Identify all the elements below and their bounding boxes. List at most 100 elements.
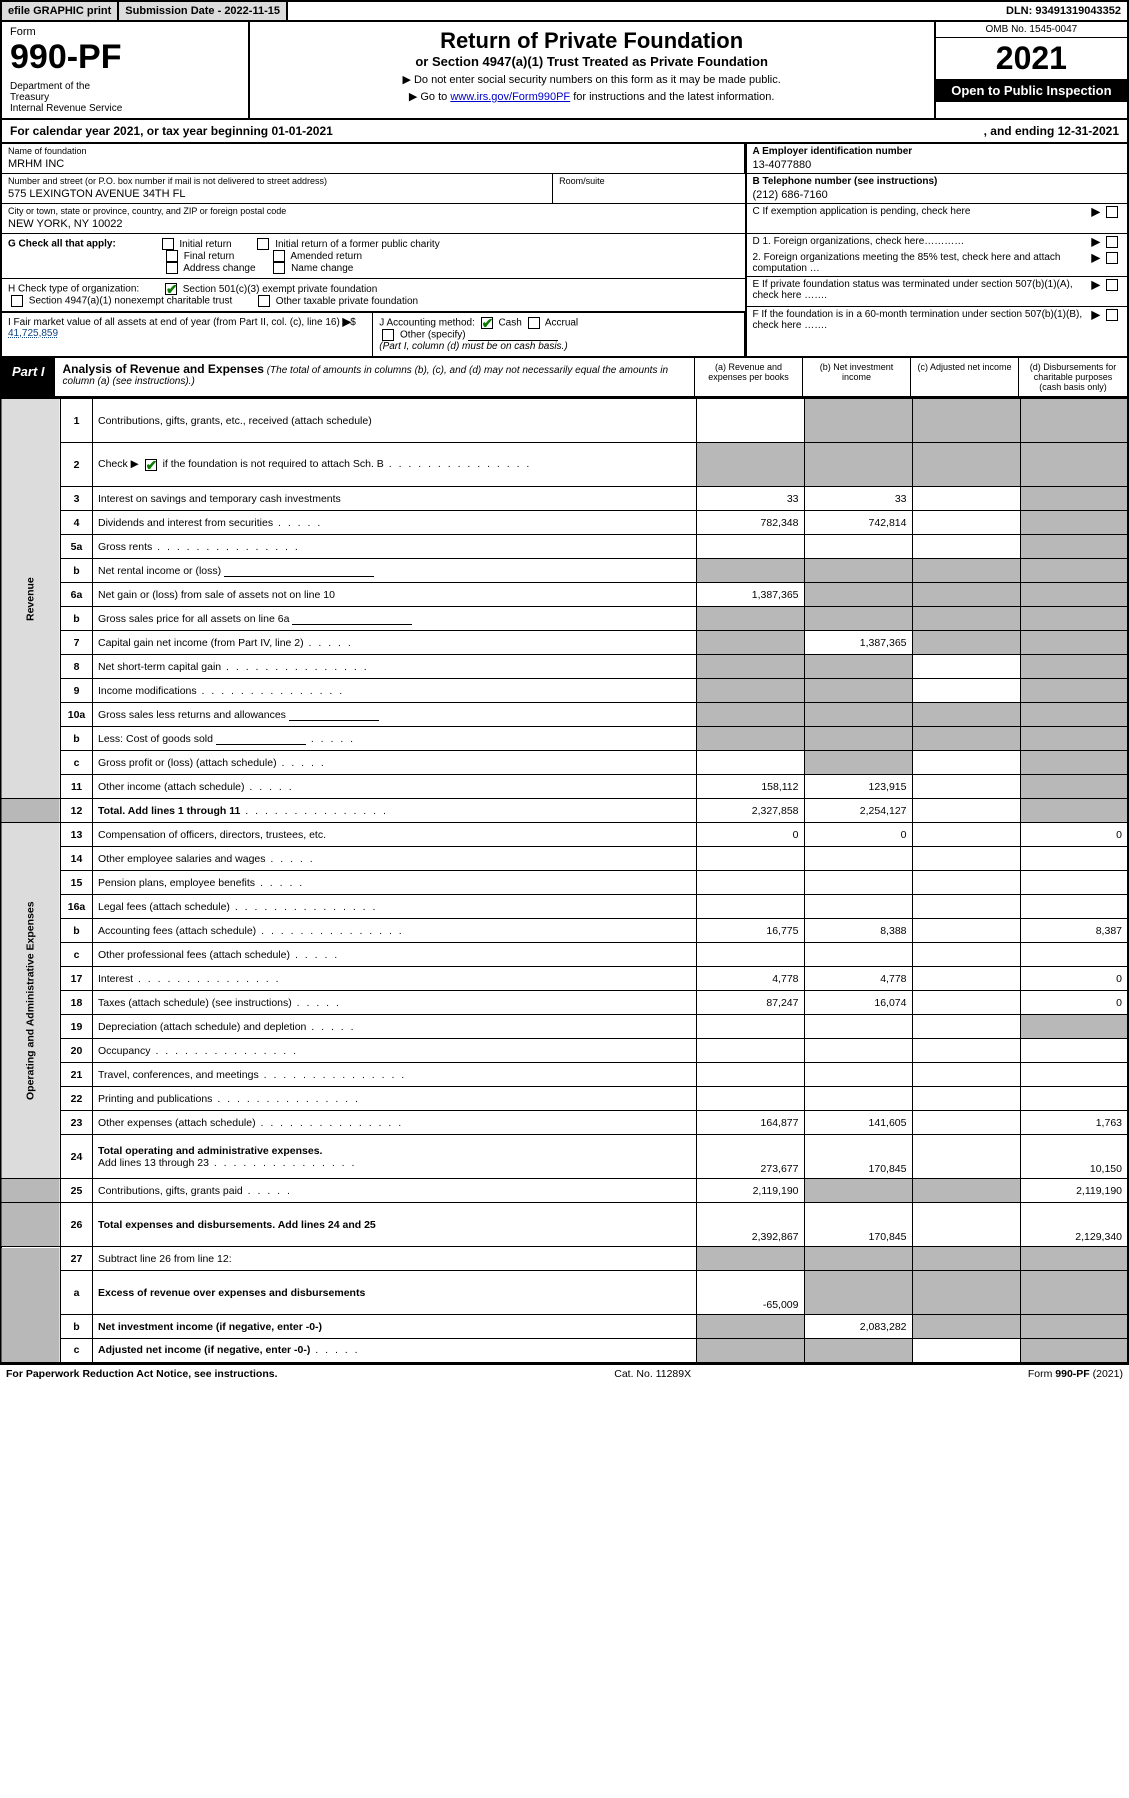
room-label: Room/suite xyxy=(559,176,738,186)
chk-4947[interactable] xyxy=(11,295,23,307)
foundation-name: MRHM INC xyxy=(8,158,738,170)
part1-header: Part I Analysis of Revenue and Expenses … xyxy=(0,358,1129,398)
arrow-icon: ▶ xyxy=(1092,251,1101,264)
chk-initial-former[interactable] xyxy=(257,238,269,250)
chk-c[interactable] xyxy=(1106,206,1118,218)
line-11: Other income (attach schedule) xyxy=(93,775,697,799)
calendar-year-row: For calendar year 2021, or tax year begi… xyxy=(0,120,1129,144)
chk-accrual[interactable] xyxy=(528,317,540,329)
line-9: Income modifications xyxy=(93,679,697,703)
form-header: Form 990-PF Department of theTreasuryInt… xyxy=(0,22,1129,120)
chk-f[interactable] xyxy=(1106,309,1118,321)
line-10a: Gross sales less returns and allowances xyxy=(93,703,697,727)
line-20: Occupancy xyxy=(93,1039,697,1063)
line-6b: Gross sales price for all assets on line… xyxy=(93,607,697,631)
form-number: 990-PF xyxy=(10,38,240,77)
section-i-j: I Fair market value of all assets at end… xyxy=(2,312,745,356)
arrow-icon: ▶ xyxy=(1092,235,1101,248)
line-18: Taxes (attach schedule) (see instruction… xyxy=(93,991,697,1015)
phone: (212) 686-7160 xyxy=(753,189,1122,201)
line-27: Subtract line 26 from line 12: xyxy=(93,1247,697,1271)
line-6a: Net gain or (loss) from sale of assets n… xyxy=(93,583,697,607)
footer-cat: Cat. No. 11289X xyxy=(614,1368,691,1380)
note-link: ▶ Go to www.irs.gov/Form990PF for instru… xyxy=(256,90,928,103)
line-23: Other expenses (attach schedule) xyxy=(93,1111,697,1135)
omb-number: OMB No. 1545-0047 xyxy=(936,22,1127,38)
chk-amended[interactable] xyxy=(273,250,285,262)
line-16c: Other professional fees (attach schedule… xyxy=(93,943,697,967)
revenue-sidelabel: Revenue xyxy=(1,399,61,799)
col-b: (b) Net investment income xyxy=(803,358,911,396)
city-state-zip: NEW YORK, NY 10022 xyxy=(8,218,739,230)
chk-other-taxable[interactable] xyxy=(258,295,270,307)
chk-addr-change[interactable] xyxy=(166,262,178,274)
footer-left: For Paperwork Reduction Act Notice, see … xyxy=(6,1368,278,1380)
chk-cash[interactable] xyxy=(481,317,493,329)
expenses-sidelabel: Operating and Administrative Expenses xyxy=(1,823,61,1179)
line-25: Contributions, gifts, grants paid xyxy=(93,1179,697,1203)
arrow-icon: ▶ xyxy=(1092,205,1101,218)
chk-final[interactable] xyxy=(166,250,178,262)
col-d: (d) Disbursements for charitable purpose… xyxy=(1019,358,1127,396)
note-ssn: ▶ Do not enter social security numbers o… xyxy=(256,73,928,86)
chk-d2[interactable] xyxy=(1106,252,1118,264)
line-2: Check ▶ if the foundation is not require… xyxy=(93,443,697,487)
efile-label[interactable]: efile GRAPHIC print xyxy=(2,2,119,20)
chk-e[interactable] xyxy=(1106,279,1118,291)
form-subtitle: or Section 4947(a)(1) Trust Treated as P… xyxy=(256,54,928,69)
arrow-icon: ▶ xyxy=(342,316,351,329)
line-19: Depreciation (attach schedule) and deple… xyxy=(93,1015,697,1039)
page-footer: For Paperwork Reduction Act Notice, see … xyxy=(0,1364,1129,1383)
dept-treasury: Department of theTreasuryInternal Revenu… xyxy=(10,81,240,114)
line-22: Printing and publications xyxy=(93,1087,697,1111)
c-label: C If exemption application is pending, c… xyxy=(753,206,1087,217)
line-13: Compensation of officers, directors, tru… xyxy=(93,823,697,847)
arrow-icon: ▶ xyxy=(1092,278,1101,291)
phone-label: B Telephone number (see instructions) xyxy=(753,176,938,187)
line-16b: Accounting fees (attach schedule) xyxy=(93,919,697,943)
line-17: Interest xyxy=(93,967,697,991)
top-bar: efile GRAPHIC print Submission Date - 20… xyxy=(0,0,1129,22)
city-label: City or town, state or province, country… xyxy=(8,206,739,216)
chk-name-change[interactable] xyxy=(273,262,285,274)
line-1: Contributions, gifts, grants, etc., rece… xyxy=(93,399,697,443)
section-g: G Check all that apply: Initial return I… xyxy=(2,234,745,279)
ein: 13-4077880 xyxy=(753,159,1122,171)
line-5a: Gross rents xyxy=(93,535,697,559)
address: 575 LEXINGTON AVENUE 34TH FL xyxy=(8,188,546,200)
chk-501c3[interactable] xyxy=(165,283,177,295)
line-27a: Excess of revenue over expenses and disb… xyxy=(93,1271,697,1315)
identification-block: Name of foundation MRHM INC Number and s… xyxy=(0,144,1129,358)
e-label: E If private foundation status was termi… xyxy=(753,279,1087,301)
line-10c: Gross profit or (loss) (attach schedule) xyxy=(93,751,697,775)
line-21: Travel, conferences, and meetings xyxy=(93,1063,697,1087)
line-26: Total expenses and disbursements. Add li… xyxy=(93,1203,697,1247)
f-label: F If the foundation is in a 60-month ter… xyxy=(753,309,1087,331)
line-15: Pension plans, employee benefits xyxy=(93,871,697,895)
line-27c: Adjusted net income (if negative, enter … xyxy=(93,1339,697,1363)
tax-year: 2021 xyxy=(936,38,1127,79)
line-10b: Less: Cost of goods sold xyxy=(93,727,697,751)
line-7: Capital gain net income (from Part IV, l… xyxy=(93,631,697,655)
line-16a: Legal fees (attach schedule) xyxy=(93,895,697,919)
col-a: (a) Revenue and expenses per books xyxy=(695,358,803,396)
col-c: (c) Adjusted net income xyxy=(911,358,1019,396)
line-4: Dividends and interest from securities xyxy=(93,511,697,535)
form-title: Return of Private Foundation xyxy=(256,28,928,54)
addr-label: Number and street (or P.O. box number if… xyxy=(8,176,546,186)
name-label: Name of foundation xyxy=(8,146,738,156)
line-14: Other employee salaries and wages xyxy=(93,847,697,871)
fmv-value[interactable]: 41,725,859 xyxy=(8,328,58,339)
chk-initial[interactable] xyxy=(162,238,174,250)
dln: DLN: 93491319043352 xyxy=(1000,2,1127,20)
ein-label: A Employer identification number xyxy=(753,146,913,157)
chk-other-method[interactable] xyxy=(382,329,394,341)
part1-tag: Part I xyxy=(2,358,55,396)
line-8: Net short-term capital gain xyxy=(93,655,697,679)
form-label: Form xyxy=(10,26,240,38)
arrow-icon: ▶ xyxy=(1092,308,1101,321)
irs-link[interactable]: www.irs.gov/Form990PF xyxy=(450,91,570,103)
line-27b: Net investment income (if negative, ente… xyxy=(93,1315,697,1339)
chk-d1[interactable] xyxy=(1106,236,1118,248)
chk-sch-b[interactable] xyxy=(145,459,157,471)
